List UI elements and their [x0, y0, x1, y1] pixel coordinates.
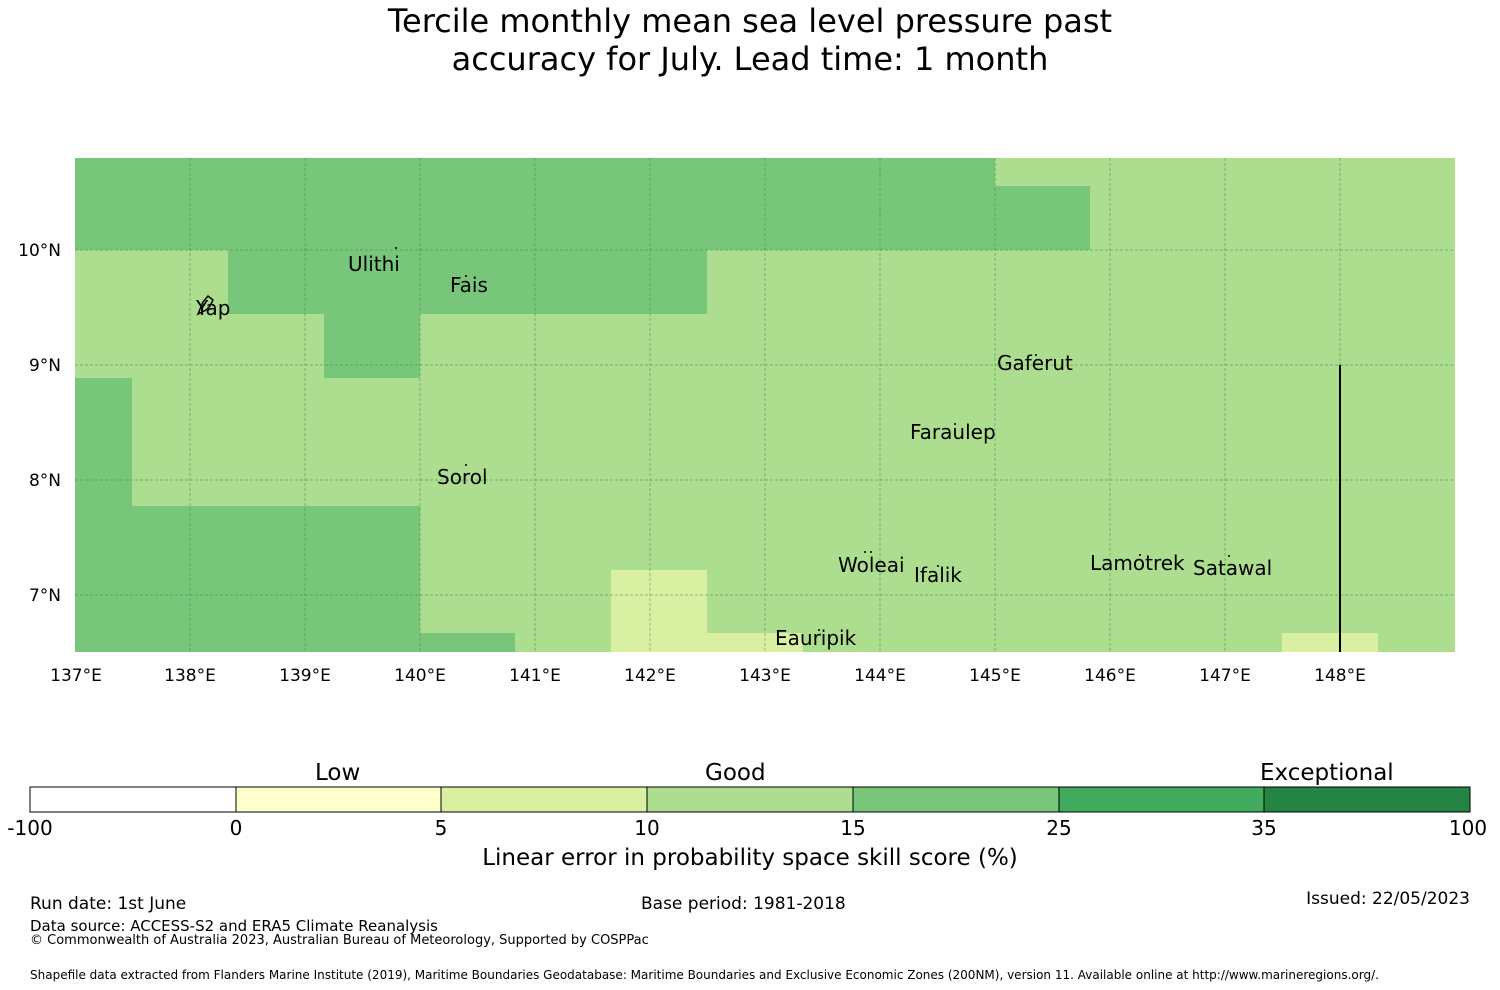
place-label-ulithi: Ulithi — [348, 252, 400, 276]
skill-cell — [1282, 633, 1378, 652]
skill-cell — [75, 158, 995, 250]
skill-cell — [324, 314, 420, 378]
woleai-island-dot — [864, 551, 866, 553]
lon-label-147e: 147°E — [1199, 666, 1251, 686]
lon-label-138e: 138°E — [164, 666, 216, 686]
lon-label-145e: 145°E — [969, 666, 1021, 686]
colorbar-swatch-5-10 — [440, 786, 648, 813]
place-label-lamotrek: Lamotrek — [1090, 551, 1185, 575]
colorbar-swatch-35-100 — [1263, 786, 1471, 813]
lon-label-141e: 141°E — [509, 666, 561, 686]
colorbar-tick: 15 — [840, 816, 866, 840]
lon-label-143e: 143°E — [739, 666, 791, 686]
place-label-faraulep: Faraulep — [910, 420, 996, 444]
yap-island-shape — [196, 294, 214, 316]
lat-label-8n: 8°N — [29, 471, 61, 491]
place-label-satawal: Satawal — [1193, 556, 1272, 580]
skill-cell — [611, 570, 707, 652]
copyright-notice: © Commonwealth of Australia 2023, Austra… — [30, 933, 649, 948]
colorbar-tick: 10 — [634, 816, 660, 840]
woleai-island-dot — [870, 551, 872, 553]
map-gridlines — [75, 158, 1455, 652]
lat-label-9n: 9°N — [29, 356, 61, 376]
skill-cell — [228, 250, 707, 314]
colorbar-category-exceptional: Exceptional — [1260, 760, 1394, 786]
base-period: Base period: 1981-2018 — [641, 894, 846, 914]
colorbar-swatch-25-35 — [1058, 786, 1265, 813]
fais-island-dot — [465, 275, 467, 277]
lamotrek-island-dot — [1139, 554, 1141, 556]
colorbar-category-good: Good — [705, 760, 766, 786]
colorbar-axis-label: Linear error in probability space skill … — [482, 845, 1018, 871]
faraulep-island-dot — [954, 423, 956, 425]
data-source: Data source: ACCESS-S2 and ERA5 Climate … — [30, 917, 438, 935]
shapefile-credit: Shapefile data extracted from Flanders M… — [30, 968, 1379, 982]
lon-label-140e: 140°E — [394, 666, 446, 686]
lat-label-7n: 7°N — [29, 586, 61, 606]
lon-label-139e: 139°E — [279, 666, 331, 686]
skill-cell — [995, 186, 1090, 250]
ulithi-island-dot — [395, 247, 397, 249]
colorbar-tick: 25 — [1046, 816, 1072, 840]
skill-cell — [707, 633, 803, 652]
eauripik-island-dot — [818, 629, 820, 631]
issued-date: Issued: 22/05/2023 — [1306, 889, 1470, 909]
colorbar-tick: 5 — [434, 816, 448, 840]
place-label-woleai: Woleai — [838, 553, 905, 577]
gaferut-island-dot — [1035, 354, 1037, 356]
colorbar-swatch-10-15 — [646, 786, 854, 813]
place-label-sorol: Sorol — [437, 465, 488, 489]
skill-cell — [420, 633, 515, 652]
island-marks — [196, 247, 1230, 631]
lon-label-148e: 148°E — [1314, 666, 1366, 686]
lat-label-10n: 10°N — [18, 241, 61, 261]
colorbar-swatch-neg100-0 — [29, 786, 237, 813]
colorbar-tick: 0 — [229, 816, 243, 840]
colorbar-swatch-15-25 — [852, 786, 1060, 813]
map-title-line-2: accuracy for July. Lead time: 1 month — [451, 40, 1049, 78]
colorbar-swatch-0-5 — [235, 786, 442, 813]
lon-label-144e: 144°E — [854, 666, 906, 686]
lon-label-137e: 137°E — [50, 666, 102, 686]
place-label-gaferut: Gaferut — [997, 351, 1073, 375]
colorbar-tick: -100 — [7, 816, 53, 840]
place-label-eauripik: Eauripik — [775, 626, 857, 650]
skill-cell — [75, 378, 132, 652]
lon-label-142e: 142°E — [624, 666, 676, 686]
ifalik-island-dot — [937, 565, 939, 567]
place-label-fais: Fais — [450, 273, 488, 297]
colorbar-tick: 100 — [1448, 816, 1488, 840]
place-label-ifalik: Ifalik — [914, 563, 962, 587]
run-date: Run date: 1st June — [30, 894, 187, 914]
lon-label-146e: 146°E — [1084, 666, 1136, 686]
place-label-yap: Yap — [195, 296, 230, 320]
map-title-line-1: Tercile monthly mean sea level pressure … — [387, 2, 1113, 40]
colorbar — [29, 786, 1471, 813]
skill-cell — [132, 506, 420, 652]
colorbar-tick: 35 — [1251, 816, 1277, 840]
sorol-island-dot — [465, 464, 467, 466]
satawal-island-dot — [1228, 555, 1230, 557]
colorbar-category-low: Low — [315, 760, 361, 786]
